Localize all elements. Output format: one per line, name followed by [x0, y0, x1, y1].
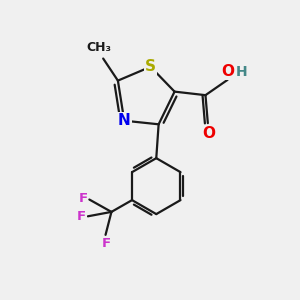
Text: F: F	[77, 210, 86, 224]
Text: N: N	[118, 113, 130, 128]
Text: CH₃: CH₃	[86, 41, 111, 54]
Text: O: O	[202, 126, 215, 141]
Text: H: H	[236, 64, 248, 79]
Text: O: O	[222, 64, 235, 79]
Text: F: F	[78, 192, 87, 205]
Text: S: S	[145, 59, 156, 74]
Text: F: F	[102, 237, 111, 250]
